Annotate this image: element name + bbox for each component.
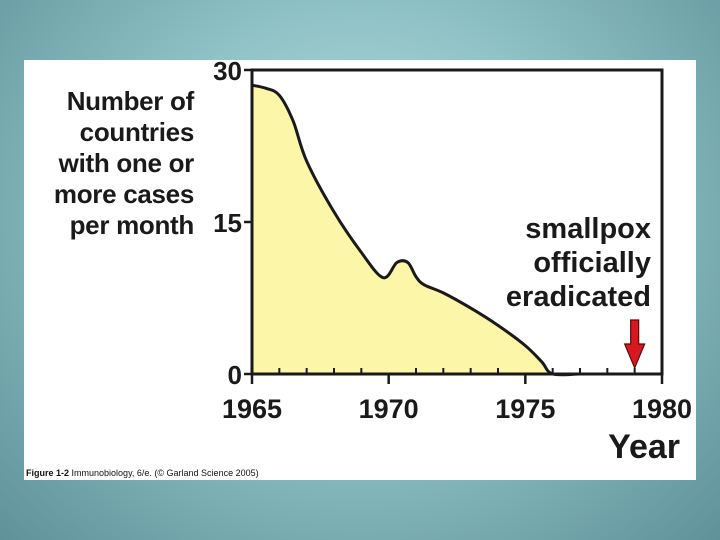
x-tick-label: 1980 — [632, 394, 692, 424]
y-tick-label: 15 — [213, 208, 242, 238]
slide-card: Number of countries with one or more cas… — [24, 60, 696, 480]
annotation-text: eradicated — [506, 281, 651, 313]
figure-caption: Figure 1-2 Immunobiology, 6/e. (© Garlan… — [26, 468, 259, 478]
x-tick-label: 1975 — [495, 394, 555, 424]
annotation-text: smallpox — [525, 213, 651, 245]
y-axis-title-line: Number of — [66, 86, 195, 116]
chart: 1965 1970 1975 1980 0 15 30 Year smallpoxofficia… — [213, 60, 692, 466]
annotation-text: officially — [533, 247, 651, 279]
y-axis-title-line: with one or — [58, 148, 195, 178]
x-tick-label: 1970 — [359, 394, 419, 424]
y-tick-label: 30 — [213, 60, 242, 86]
figure-source: Immunobiology, 6/e. (© Garland Science 2… — [71, 468, 259, 478]
y-axis-title: Number of countries with one or more cas… — [24, 86, 194, 241]
y-axis-title-line: countries — [79, 117, 195, 147]
eradicated-arrow-icon — [623, 319, 646, 370]
area-fill — [252, 85, 662, 375]
y-axis-title-line: per month — [69, 210, 195, 240]
x-axis-title: Year — [608, 428, 680, 466]
y-axis-title-line: more cases — [53, 179, 194, 209]
figure-label: Figure 1-2 — [26, 468, 70, 478]
x-tick-label: 1965 — [222, 394, 282, 424]
y-tick-label: 0 — [228, 360, 242, 390]
